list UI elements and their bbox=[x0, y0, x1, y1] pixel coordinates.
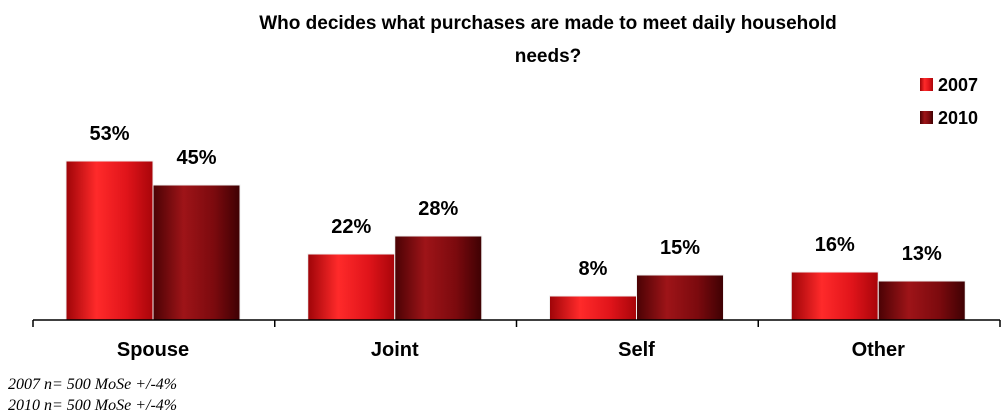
bar-other-2007 bbox=[790, 271, 879, 321]
legend-label-2007: 2007 bbox=[938, 75, 978, 95]
data-label-self-2007: 8% bbox=[579, 258, 608, 280]
data-label-spouse-2007: 53% bbox=[89, 123, 129, 145]
data-label-other-2010: 13% bbox=[902, 243, 942, 265]
footnote-2007: 2007 n= 500 MoSe +/-4% bbox=[8, 376, 177, 393]
bar-joint-2007 bbox=[307, 253, 396, 321]
data-label-joint-2010: 28% bbox=[418, 198, 458, 220]
data-label-other-2007: 16% bbox=[815, 234, 855, 256]
footnote-2010: 2010 n= 500 MoSe +/-4% bbox=[8, 397, 177, 414]
legend-swatch-2007 bbox=[920, 78, 933, 91]
category-label-joint: Joint bbox=[371, 339, 419, 361]
chart-title-line-2: needs? bbox=[515, 46, 582, 67]
bar-spouse-2007 bbox=[65, 160, 154, 321]
data-label-joint-2007: 22% bbox=[331, 216, 371, 238]
chart-title-line-1: Who decides what purchases are made to m… bbox=[259, 13, 837, 34]
bar-joint-2010 bbox=[394, 235, 483, 321]
legend: 2007 2010 bbox=[920, 75, 978, 128]
bar-self-2007 bbox=[549, 295, 637, 321]
data-label-self-2010: 15% bbox=[660, 237, 700, 259]
legend-label-2010: 2010 bbox=[938, 108, 978, 128]
category-label-spouse: Spouse bbox=[117, 339, 189, 361]
data-label-spouse-2010: 45% bbox=[176, 147, 216, 169]
legend-swatch-2010 bbox=[920, 111, 933, 124]
category-label-other: Other bbox=[852, 339, 906, 361]
bar-spouse-2010 bbox=[152, 184, 241, 321]
category-label-self: Self bbox=[618, 339, 655, 361]
plot-area: 53% 45% Spouse 22% 28% Joint 8% 15% Self 16% 13% Ot… bbox=[32, 123, 1001, 361]
bar-other-2010 bbox=[877, 280, 966, 321]
bar-self-2010 bbox=[636, 274, 724, 321]
